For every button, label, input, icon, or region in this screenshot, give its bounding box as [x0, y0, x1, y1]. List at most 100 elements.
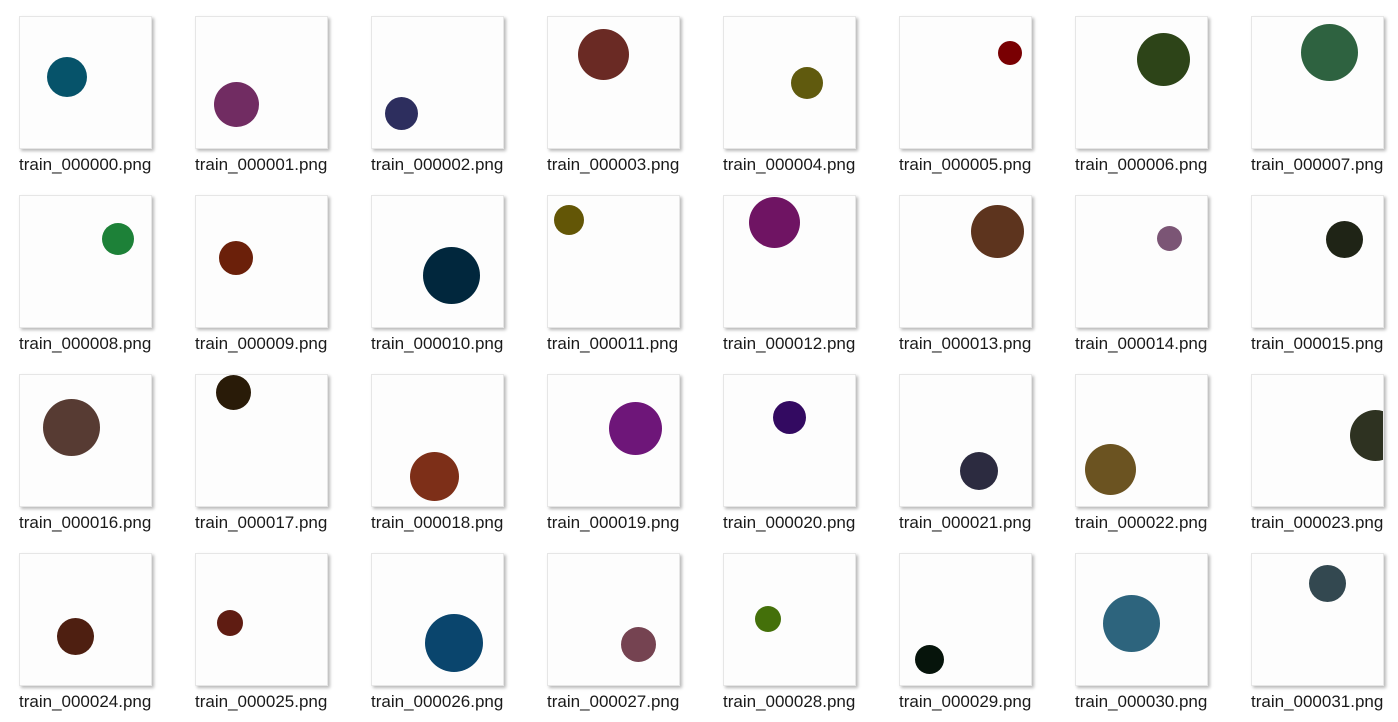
- file-item[interactable]: train_000023.png: [1232, 358, 1398, 537]
- file-item[interactable]: train_000030.png: [1056, 537, 1232, 716]
- file-thumbnail[interactable]: [195, 195, 328, 328]
- file-item[interactable]: train_000029.png: [880, 537, 1056, 716]
- file-thumbnail[interactable]: [723, 195, 856, 328]
- file-thumbnail[interactable]: [899, 553, 1032, 686]
- file-thumbnail[interactable]: [723, 16, 856, 149]
- file-item[interactable]: train_000024.png: [0, 537, 176, 716]
- file-thumbnail[interactable]: [723, 374, 856, 507]
- file-name-label[interactable]: train_000003.png: [547, 155, 680, 174]
- file-item[interactable]: train_000004.png: [704, 0, 880, 179]
- file-item[interactable]: train_000016.png: [0, 358, 176, 537]
- file-name-label[interactable]: train_000007.png: [1251, 155, 1384, 174]
- file-thumbnail[interactable]: [19, 553, 152, 686]
- file-name-label[interactable]: train_000006.png: [1075, 155, 1208, 174]
- file-name-label[interactable]: train_000021.png: [899, 513, 1032, 532]
- file-item[interactable]: train_000001.png: [176, 0, 352, 179]
- file-name-label[interactable]: train_000025.png: [195, 692, 328, 711]
- file-thumbnail[interactable]: [195, 16, 328, 149]
- file-item[interactable]: train_000000.png: [0, 0, 176, 179]
- file-thumbnail[interactable]: [547, 374, 680, 507]
- file-name-label[interactable]: train_000000.png: [19, 155, 152, 174]
- file-name-label[interactable]: train_000015.png: [1251, 334, 1384, 353]
- file-item[interactable]: train_000018.png: [352, 358, 528, 537]
- file-thumbnail[interactable]: [195, 374, 328, 507]
- file-thumbnail[interactable]: [19, 374, 152, 507]
- file-item[interactable]: train_000012.png: [704, 179, 880, 358]
- file-name-label[interactable]: train_000010.png: [371, 334, 504, 353]
- file-thumbnail[interactable]: [899, 195, 1032, 328]
- file-name-label[interactable]: train_000017.png: [195, 513, 328, 532]
- file-item[interactable]: train_000003.png: [528, 0, 704, 179]
- circle-image: [56, 617, 94, 655]
- file-item[interactable]: train_000022.png: [1056, 358, 1232, 537]
- file-name-label[interactable]: train_000031.png: [1251, 692, 1384, 711]
- file-thumbnail[interactable]: [1075, 16, 1208, 149]
- file-name-label[interactable]: train_000024.png: [19, 692, 152, 711]
- file-thumbnail[interactable]: [195, 553, 328, 686]
- file-thumbnail[interactable]: [1251, 374, 1384, 507]
- file-item[interactable]: train_000010.png: [352, 179, 528, 358]
- file-name-label[interactable]: train_000027.png: [547, 692, 680, 711]
- file-item[interactable]: train_000017.png: [176, 358, 352, 537]
- file-thumbnail[interactable]: [371, 374, 504, 507]
- file-name-label[interactable]: train_000013.png: [899, 334, 1032, 353]
- file-item[interactable]: train_000011.png: [528, 179, 704, 358]
- file-name-label[interactable]: train_000019.png: [547, 513, 680, 532]
- file-item[interactable]: train_000008.png: [0, 179, 176, 358]
- file-thumbnail[interactable]: [547, 553, 680, 686]
- file-name-label[interactable]: train_000028.png: [723, 692, 856, 711]
- file-thumbnail[interactable]: [547, 195, 680, 328]
- file-thumbnail[interactable]: [19, 195, 152, 328]
- file-name-label[interactable]: train_000011.png: [547, 334, 679, 353]
- file-item[interactable]: train_000025.png: [176, 537, 352, 716]
- file-item[interactable]: train_000013.png: [880, 179, 1056, 358]
- file-thumbnail[interactable]: [371, 553, 504, 686]
- file-name-label[interactable]: train_000005.png: [899, 155, 1032, 174]
- file-item[interactable]: train_000027.png: [528, 537, 704, 716]
- file-item[interactable]: train_000015.png: [1232, 179, 1398, 358]
- file-name-label[interactable]: train_000022.png: [1075, 513, 1208, 532]
- file-thumbnail[interactable]: [371, 16, 504, 149]
- file-item[interactable]: train_000026.png: [352, 537, 528, 716]
- file-thumbnail[interactable]: [1251, 195, 1384, 328]
- file-item[interactable]: train_000005.png: [880, 0, 1056, 179]
- file-thumbnail[interactable]: [899, 374, 1032, 507]
- file-item[interactable]: train_000009.png: [176, 179, 352, 358]
- file-item[interactable]: train_000028.png: [704, 537, 880, 716]
- file-item[interactable]: train_000006.png: [1056, 0, 1232, 179]
- file-item[interactable]: train_000014.png: [1056, 179, 1232, 358]
- file-name-label[interactable]: train_000009.png: [195, 334, 328, 353]
- file-name-label[interactable]: train_000030.png: [1075, 692, 1208, 711]
- file-name-label[interactable]: train_000029.png: [899, 692, 1032, 711]
- file-name-label[interactable]: train_000004.png: [723, 155, 856, 174]
- file-item[interactable]: train_000021.png: [880, 358, 1056, 537]
- file-thumbnail[interactable]: [371, 195, 504, 328]
- file-item[interactable]: train_000007.png: [1232, 0, 1398, 179]
- file-name-label[interactable]: train_000008.png: [19, 334, 152, 353]
- file-thumbnail[interactable]: [1075, 374, 1208, 507]
- file-item[interactable]: train_000031.png: [1232, 537, 1398, 716]
- file-name-label[interactable]: train_000020.png: [723, 513, 856, 532]
- file-name-label[interactable]: train_000018.png: [371, 513, 504, 532]
- file-thumbnail[interactable]: [1075, 553, 1208, 686]
- file-name-label[interactable]: train_000001.png: [195, 155, 328, 174]
- circle-image: [577, 28, 629, 80]
- file-name-label[interactable]: train_000002.png: [371, 155, 504, 174]
- file-thumbnail[interactable]: [547, 16, 680, 149]
- file-name-label[interactable]: train_000023.png: [1251, 513, 1384, 532]
- file-item[interactable]: train_000019.png: [528, 358, 704, 537]
- file-thumbnail[interactable]: [1251, 16, 1384, 149]
- file-item[interactable]: train_000002.png: [352, 0, 528, 179]
- file-name-label[interactable]: train_000016.png: [19, 513, 152, 532]
- file-name-label[interactable]: train_000026.png: [371, 692, 504, 711]
- file-thumbnail[interactable]: [723, 553, 856, 686]
- file-item[interactable]: train_000020.png: [704, 358, 880, 537]
- file-name-label[interactable]: train_000012.png: [723, 334, 856, 353]
- file-thumbnail[interactable]: [899, 16, 1032, 149]
- file-thumbnail[interactable]: [1075, 195, 1208, 328]
- circle-image: [102, 223, 134, 255]
- file-name-label[interactable]: train_000014.png: [1075, 334, 1208, 353]
- circle-image: [422, 246, 480, 304]
- file-thumbnail[interactable]: [19, 16, 152, 149]
- file-thumbnail[interactable]: [1251, 553, 1384, 686]
